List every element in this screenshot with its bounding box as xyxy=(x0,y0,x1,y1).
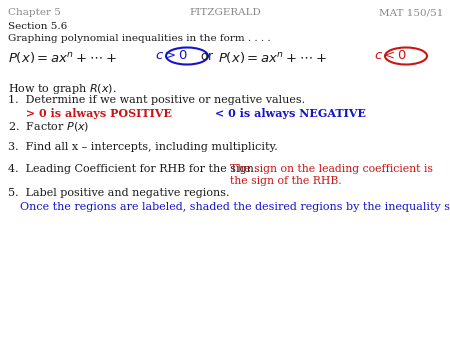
Text: $\mathrm{or}$: $\mathrm{or}$ xyxy=(200,50,214,63)
Text: $c<0$: $c<0$ xyxy=(374,49,407,62)
Text: Graphing polynomial inequalities in the form . . . .: Graphing polynomial inequalities in the … xyxy=(8,34,270,43)
Text: MAT 150/51: MAT 150/51 xyxy=(378,8,443,17)
Text: the sign of the RHB.: the sign of the RHB. xyxy=(230,176,342,186)
Text: $P(x)=ax^{n}+\cdots+$: $P(x)=ax^{n}+\cdots+$ xyxy=(8,50,117,65)
Text: Section 5.6: Section 5.6 xyxy=(8,22,67,31)
Text: 3.  Find all x – intercepts, including multiplicity.: 3. Find all x – intercepts, including mu… xyxy=(8,142,278,152)
Text: 1.  Determine if we want positive or negative values.: 1. Determine if we want positive or nega… xyxy=(8,95,305,105)
Text: The sign on the leading coefficient is: The sign on the leading coefficient is xyxy=(230,164,433,174)
Text: FITZGERALD: FITZGERALD xyxy=(189,8,261,17)
Text: < 0 is always NEGATIVE: < 0 is always NEGATIVE xyxy=(215,108,366,119)
Text: $c>0$: $c>0$ xyxy=(155,49,188,62)
Text: > 0 is always POSITIVE: > 0 is always POSITIVE xyxy=(22,108,172,119)
Text: $P(x)=ax^{n}+\cdots+$: $P(x)=ax^{n}+\cdots+$ xyxy=(218,50,327,65)
Text: 5.  Label positive and negative regions.: 5. Label positive and negative regions. xyxy=(8,188,230,198)
Text: 2.  Factor $P(x)$: 2. Factor $P(x)$ xyxy=(8,120,90,133)
Text: 4.  Leading Coefficient for RHB for the sign.: 4. Leading Coefficient for RHB for the s… xyxy=(8,164,257,174)
Text: Once the regions are labeled, shaded the desired regions by the inequality symbo: Once the regions are labeled, shaded the… xyxy=(20,202,450,212)
Text: Chapter 5: Chapter 5 xyxy=(8,8,61,17)
Text: How to graph $R(x)$.: How to graph $R(x)$. xyxy=(8,82,117,96)
